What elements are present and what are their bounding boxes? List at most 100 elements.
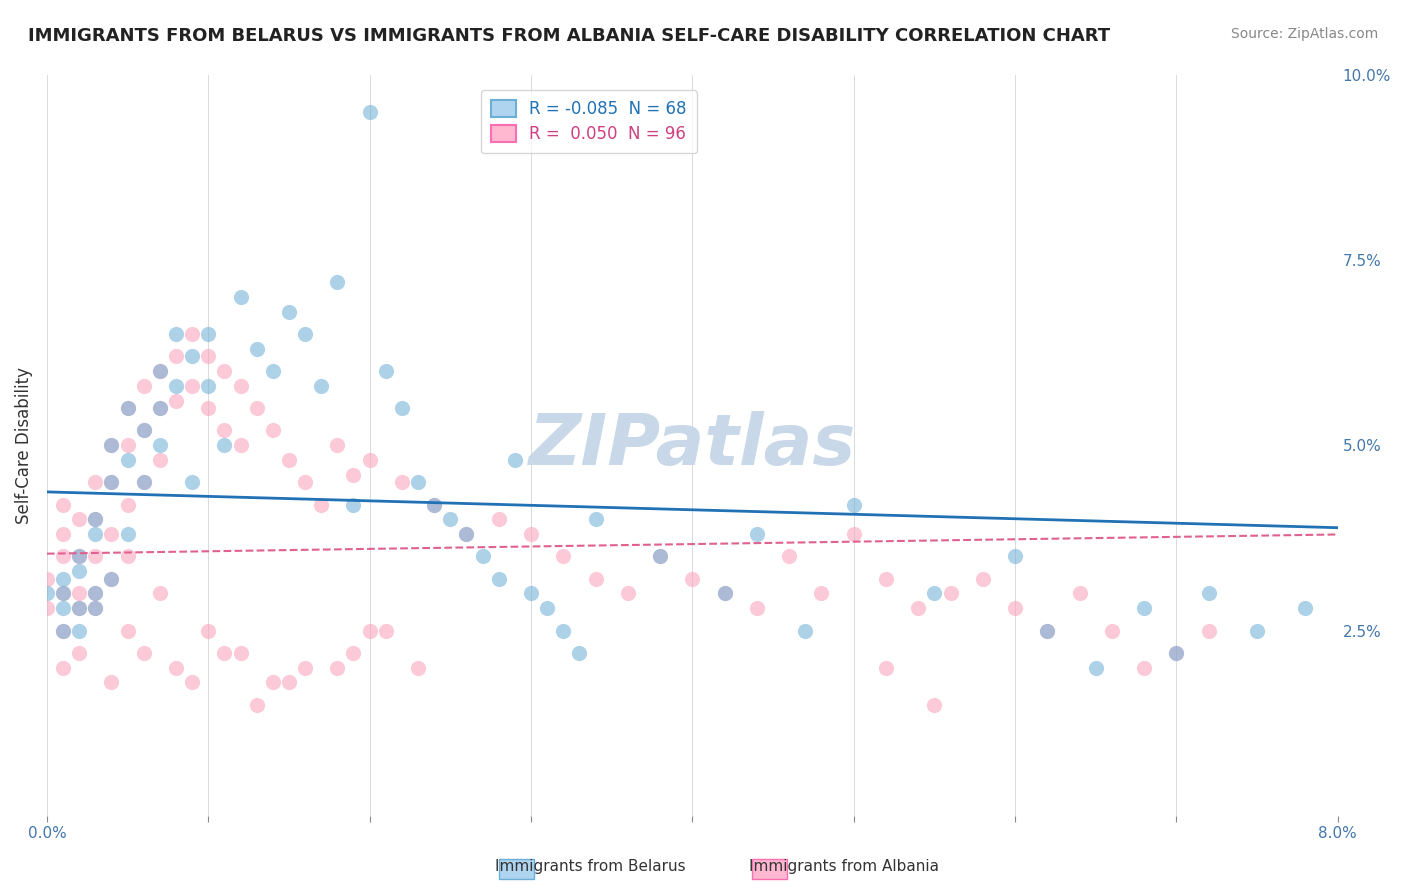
Point xyxy=(52,624,75,638)
Point xyxy=(456,527,478,541)
Point xyxy=(149,453,172,467)
Point xyxy=(132,423,155,437)
Point xyxy=(181,349,204,363)
Point xyxy=(1036,624,1059,638)
Point xyxy=(132,475,155,490)
Point xyxy=(374,364,396,378)
Point xyxy=(214,423,236,437)
Point xyxy=(939,586,962,600)
Point xyxy=(294,660,316,674)
Point xyxy=(277,675,299,690)
Point xyxy=(117,438,139,452)
Point xyxy=(181,379,204,393)
Point xyxy=(246,342,269,356)
Point xyxy=(520,586,543,600)
Point xyxy=(423,498,446,512)
Point xyxy=(471,549,494,564)
Point xyxy=(149,586,172,600)
Point xyxy=(67,646,90,660)
Point xyxy=(52,601,75,615)
Point xyxy=(488,572,510,586)
Point xyxy=(309,498,332,512)
Point xyxy=(197,326,219,341)
Text: Source: ZipAtlas.com: Source: ZipAtlas.com xyxy=(1230,27,1378,41)
Point xyxy=(84,512,107,526)
Point xyxy=(924,698,946,712)
Point xyxy=(648,549,671,564)
Point xyxy=(117,527,139,541)
Point xyxy=(117,624,139,638)
Point xyxy=(1004,549,1026,564)
Point xyxy=(52,660,75,674)
Point xyxy=(1133,660,1156,674)
Point xyxy=(117,401,139,416)
Point xyxy=(568,646,591,660)
Point xyxy=(1198,586,1220,600)
Point xyxy=(181,326,204,341)
Point xyxy=(778,549,800,564)
Point xyxy=(84,475,107,490)
Point xyxy=(52,549,75,564)
Point xyxy=(117,453,139,467)
Point xyxy=(294,326,316,341)
Point xyxy=(67,549,90,564)
Point xyxy=(149,401,172,416)
Point xyxy=(181,475,204,490)
Point xyxy=(359,104,381,119)
Point xyxy=(165,326,187,341)
Point xyxy=(229,290,252,304)
Point xyxy=(246,401,269,416)
Point xyxy=(132,379,155,393)
Point xyxy=(84,601,107,615)
Point xyxy=(359,624,381,638)
Point xyxy=(181,675,204,690)
Point xyxy=(585,512,607,526)
Point xyxy=(52,527,75,541)
Point xyxy=(1084,660,1107,674)
Point xyxy=(149,438,172,452)
Point xyxy=(84,586,107,600)
Point xyxy=(117,549,139,564)
Point xyxy=(924,586,946,600)
Point xyxy=(35,586,58,600)
Text: ZIPatlas: ZIPatlas xyxy=(529,410,856,480)
Point xyxy=(214,646,236,660)
Point xyxy=(84,601,107,615)
Point xyxy=(553,624,575,638)
Point xyxy=(277,453,299,467)
Point xyxy=(842,527,865,541)
Point xyxy=(35,572,58,586)
Text: IMMIGRANTS FROM BELARUS VS IMMIGRANTS FROM ALBANIA SELF-CARE DISABILITY CORRELAT: IMMIGRANTS FROM BELARUS VS IMMIGRANTS FR… xyxy=(28,27,1111,45)
Point xyxy=(423,498,446,512)
Point xyxy=(520,527,543,541)
Point xyxy=(585,572,607,586)
Point xyxy=(294,475,316,490)
Point xyxy=(229,438,252,452)
Point xyxy=(165,379,187,393)
Point xyxy=(100,438,122,452)
Point xyxy=(67,586,90,600)
Point xyxy=(52,586,75,600)
Point xyxy=(875,572,897,586)
Point xyxy=(745,527,768,541)
Point xyxy=(1166,646,1188,660)
Point xyxy=(553,549,575,564)
Point xyxy=(132,646,155,660)
Point xyxy=(149,401,172,416)
Point xyxy=(52,624,75,638)
Point xyxy=(342,467,364,482)
Point xyxy=(262,675,284,690)
Point xyxy=(875,660,897,674)
Point xyxy=(84,549,107,564)
Point xyxy=(100,572,122,586)
Point xyxy=(100,475,122,490)
Point xyxy=(907,601,929,615)
Point xyxy=(745,601,768,615)
Point xyxy=(648,549,671,564)
Point xyxy=(67,564,90,578)
Point xyxy=(456,527,478,541)
Point xyxy=(617,586,640,600)
Point xyxy=(536,601,558,615)
Point xyxy=(1069,586,1091,600)
Point xyxy=(165,393,187,408)
